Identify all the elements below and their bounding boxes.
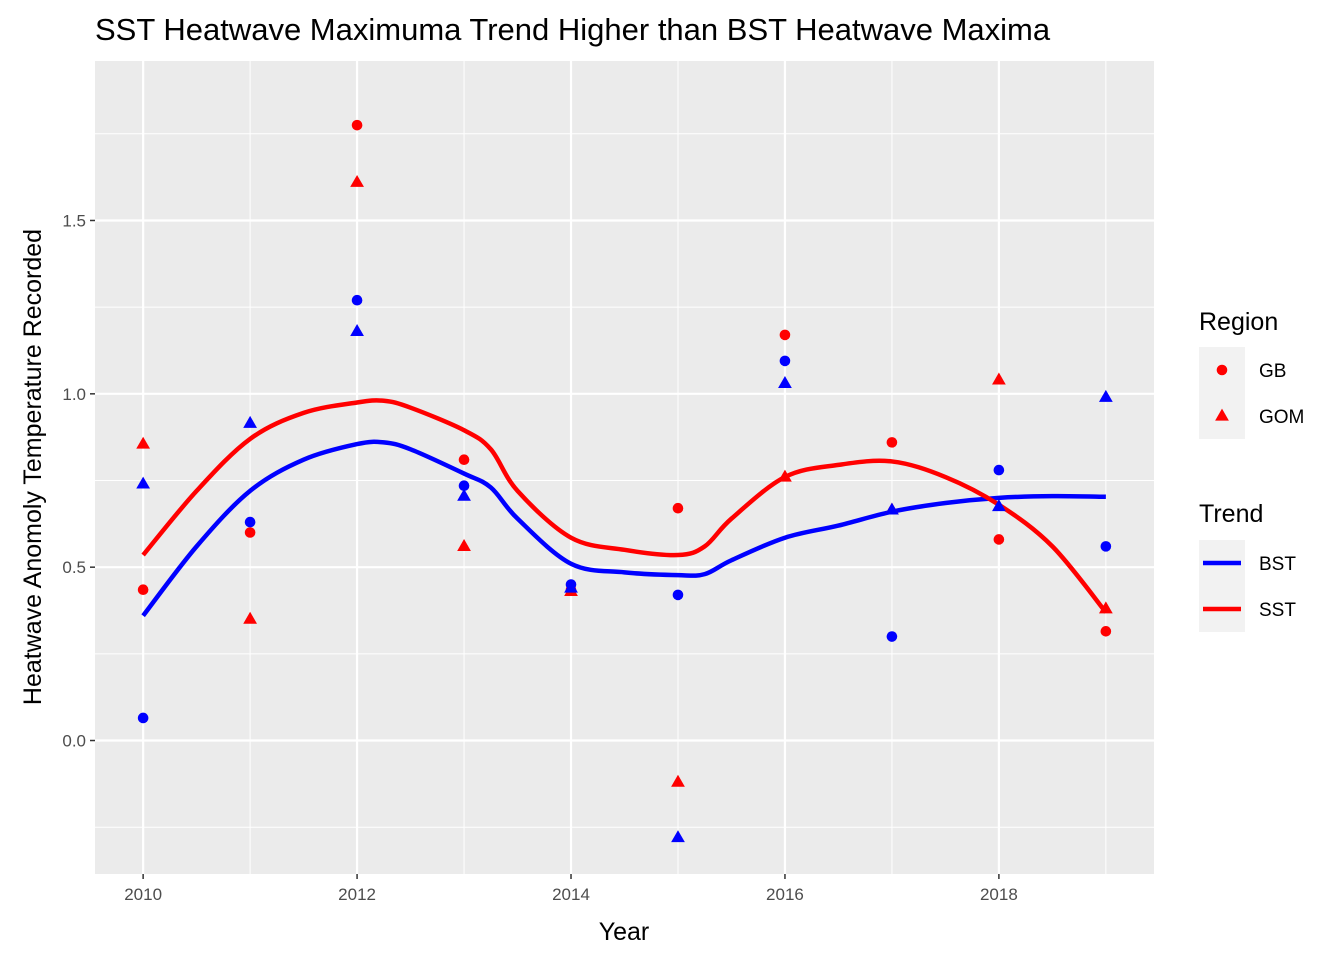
point-gb-bst — [1100, 541, 1112, 552]
x-tick-label: 2012 — [338, 885, 376, 904]
point-gb-bst — [458, 480, 470, 492]
point-gom-bst — [457, 488, 471, 501]
point-gb-sst — [1100, 626, 1112, 637]
x-tick-label: 2018 — [980, 885, 1018, 904]
point-gom-sst — [1098, 601, 1113, 614]
x-axis-title: Year — [599, 918, 650, 946]
x-tick-label: 2014 — [552, 885, 590, 904]
point-gb-bst — [993, 464, 1005, 476]
point-gb-sst — [244, 527, 256, 538]
point-gom-bst — [243, 415, 257, 428]
point-gb-bst — [886, 631, 898, 642]
y-tick-label: 0.5 — [62, 558, 86, 577]
trend-lines — [141, 398, 1108, 618]
y-tick-label: 1.5 — [62, 211, 86, 230]
point-gom-bst — [350, 324, 364, 337]
point-gom-sst — [136, 436, 151, 449]
point-gom-bst — [564, 580, 578, 593]
x-tick-label: 2016 — [766, 885, 804, 904]
data-points — [136, 119, 1113, 843]
point-gb-bst — [672, 589, 684, 601]
chart-title: SST Heatwave Maximuma Trend Higher than … — [95, 12, 1051, 47]
legend-label-sst: SST — [1259, 600, 1296, 621]
legend-key-triangle — [1215, 408, 1229, 421]
legend-title-trend: Trend — [1199, 500, 1263, 528]
legend-key-circle — [1216, 364, 1228, 376]
y-tick-label: 0.0 — [62, 732, 86, 751]
point-gom-bst — [885, 502, 899, 515]
point-gom-bst — [778, 376, 792, 389]
point-gom-sst — [350, 174, 364, 187]
point-gb-sst — [137, 584, 149, 596]
trend-line-bst — [141, 439, 1106, 618]
point-gom-sst — [457, 538, 471, 551]
point-gb-sst — [458, 454, 470, 465]
point-gb-bst — [351, 294, 363, 306]
legend-label-gom: GOM — [1259, 407, 1304, 428]
legend-label-gb: GB — [1259, 361, 1286, 382]
point-gb-sst — [351, 119, 363, 131]
point-gom-bst — [136, 476, 151, 489]
point-gom-sst — [671, 774, 685, 787]
point-gb-sst — [779, 329, 791, 341]
point-gb-sst — [993, 534, 1005, 545]
legend-title-region: Region — [1199, 308, 1278, 336]
trend-line-sst — [141, 398, 1108, 614]
point-gom-bst — [1098, 389, 1113, 402]
plot-panel — [95, 61, 1154, 874]
point-gb-bst — [779, 355, 791, 367]
y-axis-title: Heatwave Anomoly Temperature Recorded — [19, 229, 47, 705]
legend-label-bst: BST — [1259, 554, 1296, 575]
y-tick-label: 1.0 — [62, 385, 86, 404]
point-gom-bst — [671, 830, 685, 843]
point-gom-sst — [778, 469, 792, 482]
point-gom-sst — [992, 372, 1006, 385]
point-gb-sst — [886, 437, 898, 448]
point-gom-sst — [243, 611, 257, 624]
point-gom-bst — [992, 499, 1006, 512]
x-tick-label: 2010 — [124, 885, 162, 904]
point-gb-bst — [137, 712, 149, 724]
point-gb-bst — [244, 516, 256, 528]
x-axis: 2010 2012 2014 2016 2018 — [124, 874, 1018, 904]
legend: Region GB GOM Trend BST SST — [1199, 308, 1304, 632]
point-gb-sst — [672, 502, 684, 514]
y-axis: 0.0 0.5 1.0 1.5 — [62, 211, 95, 751]
